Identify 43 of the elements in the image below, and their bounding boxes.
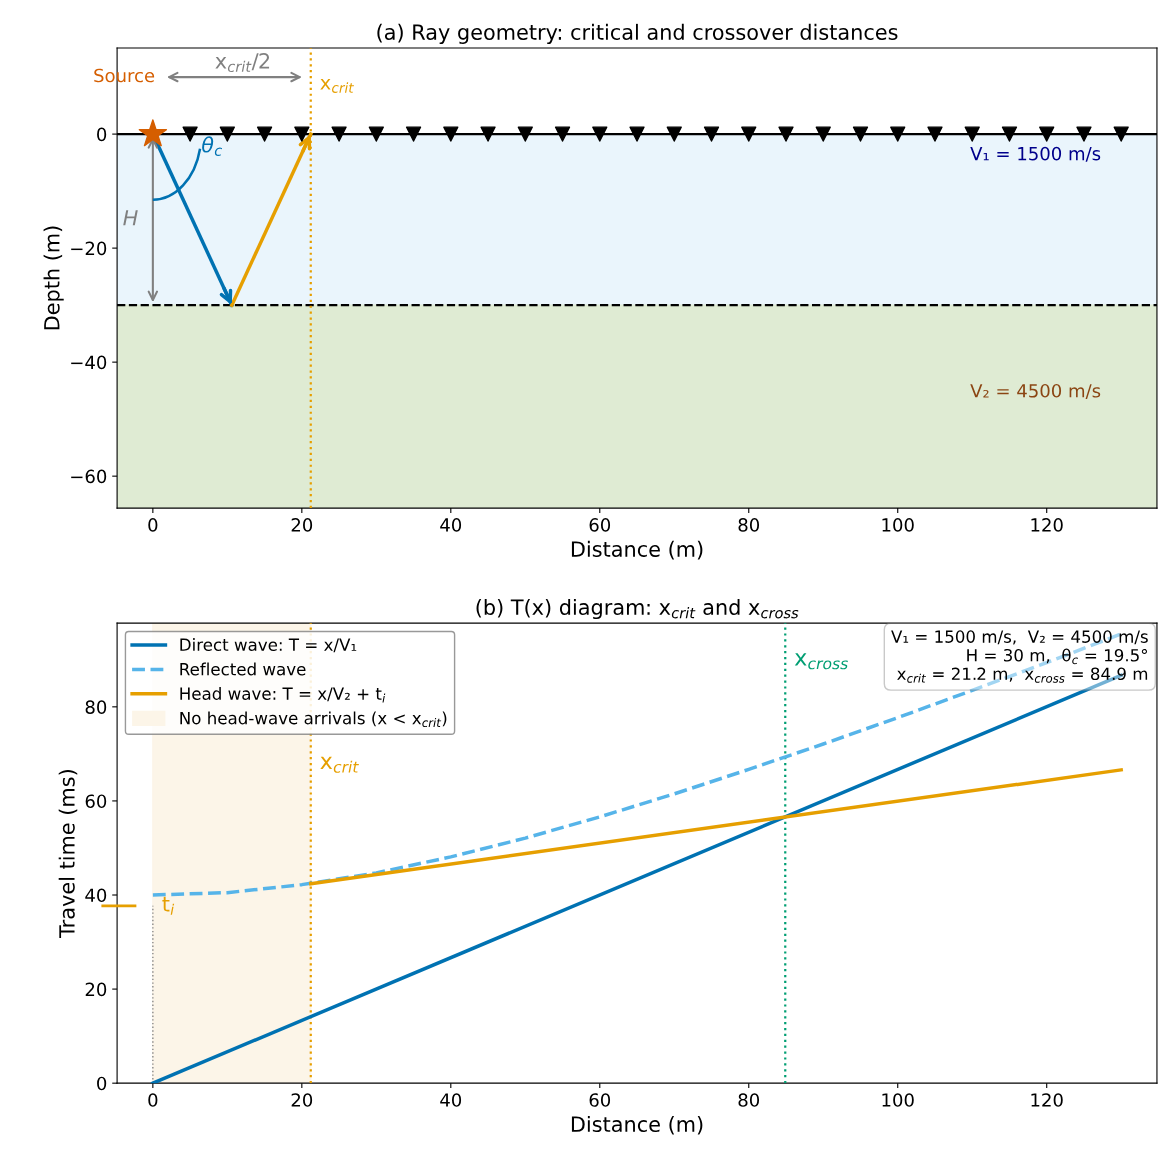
y-tick-label: 80	[85, 700, 107, 714]
x-tick-label: 0	[148, 518, 158, 532]
x-tick-label: 80	[738, 518, 760, 532]
annotation: θ$_{c}$	[202, 136, 223, 156]
x-tick-label: 100	[882, 518, 914, 532]
ref-line-label: x$_{cross}$	[794, 653, 848, 670]
ref-line-label: x$_{crit}$	[320, 78, 355, 93]
chart-title: (b) T(x) diagram: x$_{crit}$ and x$_{cross}$	[476, 598, 799, 620]
x-tick-label: 60	[589, 518, 611, 532]
x-tick-label: 20	[291, 1093, 313, 1107]
y-tick-label: −20	[71, 241, 107, 256]
x-tick-label: 80	[738, 1093, 760, 1107]
legend-label: Direct wave: T = x/V₁	[180, 638, 357, 653]
annotation: H	[123, 210, 138, 226]
y-tick-label: −40	[71, 355, 107, 370]
band-label: No head-wave arrivals (x < x$_{crit}$)	[180, 711, 447, 728]
y-tick-label: 40	[85, 888, 107, 903]
y-tick-label: 60	[85, 794, 107, 809]
chart-title: (a) Ray geometry: critical and crossover distances	[377, 23, 898, 45]
y-tick-label: −60	[71, 469, 107, 484]
text: V₁ = 1500 m/s, V₂ = 4500 m/s H = 30 m, θ$_{c}$ = 19.5° x$_{crit}$ = 21.2 m, x$_{cross}$ = 84.9 m	[891, 630, 1148, 683]
y-tick-label: 20	[85, 982, 107, 997]
ref-line-label: t$_{i}$	[162, 896, 175, 915]
band-label: V₁ = 1500 m/s	[970, 146, 1101, 162]
x-axis-title: Distance (m)	[571, 540, 703, 560]
x-tick-label: 20	[291, 518, 313, 532]
y-tick-label: 0	[97, 1076, 107, 1091]
x-tick-label: 60	[589, 1093, 611, 1107]
x-tick-label: 120	[1031, 518, 1063, 532]
x-tick-label: 120	[1031, 1093, 1063, 1107]
x-tick-label: 40	[440, 1093, 462, 1107]
y-tick-label: 0	[97, 127, 107, 142]
band-label: V₂ = 4500 m/s	[970, 383, 1101, 400]
x-tick-label: 0	[148, 1093, 158, 1107]
x-tick-label: 100	[882, 1093, 914, 1107]
legend-label: Reflected wave	[180, 662, 306, 676]
x-axis-title: Distance (m)	[571, 1115, 703, 1135]
y-axis-title: Depth (m)	[43, 226, 64, 330]
legend-label: Head wave: T = x/V₂ + t$_{i}$	[180, 687, 386, 703]
annotation: x$_{crit}$/2	[215, 52, 270, 73]
ref-line-label: x$_{crit}$	[320, 756, 359, 773]
x-tick-label: 40	[440, 518, 462, 532]
y-axis-title: Travel time (ms)	[58, 770, 78, 939]
